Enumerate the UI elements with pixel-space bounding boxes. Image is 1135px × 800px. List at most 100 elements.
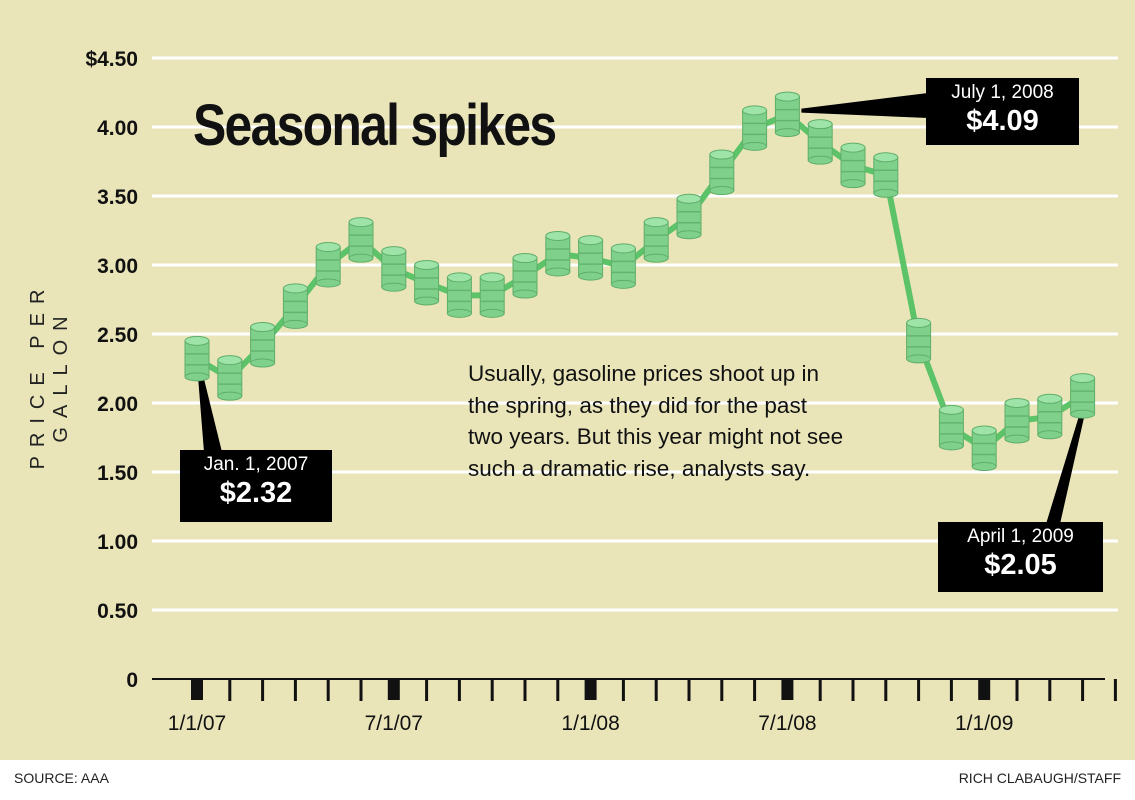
x-minor-tick: [917, 679, 921, 701]
barrel-point: [774, 91, 800, 138]
barrel-bottom: [807, 155, 833, 165]
barrel-point: [938, 404, 964, 451]
barrel-point: [873, 152, 899, 198]
barrel-point: [250, 322, 276, 368]
y-tick-label: 0.50: [97, 600, 138, 623]
x-minor-tick: [753, 679, 757, 701]
x-major-tick: [978, 679, 991, 700]
barrel-point: [315, 242, 341, 288]
x-major-tick: [191, 679, 203, 700]
barrel-bottom: [250, 358, 276, 368]
barrel-bottom: [282, 319, 308, 329]
x-minor-tick: [261, 679, 265, 701]
barrel-point: [742, 105, 768, 151]
barrel-bottom: [676, 230, 702, 240]
barrel-point: [479, 272, 505, 318]
barrel-bottom: [348, 253, 374, 263]
callout-value: $2.32: [219, 477, 293, 509]
barrel-point: [906, 317, 932, 364]
chart-title: Seasonal spikes: [193, 93, 557, 158]
barrel-body: [676, 198, 702, 236]
barrel-top: [282, 283, 308, 294]
barrel-point: [971, 425, 997, 472]
y-axis-label: PRICE PER GALLON: [27, 280, 72, 470]
x-minor-tick: [818, 679, 822, 701]
barrel-point: [446, 272, 472, 318]
barrel-body: [315, 246, 341, 284]
barrel-bottom: [512, 289, 538, 299]
barrel-bottom: [643, 253, 669, 263]
barrel-top: [676, 193, 702, 204]
x-tick-label: 1/1/07: [168, 712, 226, 735]
barrel-body: [1070, 377, 1096, 415]
barrel-point: [184, 335, 210, 382]
barrel-top: [446, 272, 472, 283]
barrel-body: [709, 154, 735, 192]
barrel-body: [774, 96, 800, 134]
x-minor-tick: [228, 679, 232, 701]
x-minor-tick: [326, 679, 330, 701]
callout-date: April 1, 2009: [967, 526, 1074, 547]
barrel-point: [709, 149, 735, 196]
barrel-bottom: [479, 308, 505, 318]
x-minor-tick: [949, 679, 953, 701]
annotation-note: Usually, gasoline prices shoot up in the…: [468, 361, 844, 481]
barrel-bottom: [381, 282, 407, 292]
barrel-top: [578, 235, 604, 246]
barrel-point: [1004, 397, 1030, 444]
barrel-top: [545, 230, 571, 241]
x-minor-tick: [687, 679, 691, 701]
barrel-point: [545, 230, 571, 277]
y-tick-label: 2.50: [97, 324, 138, 347]
x-minor-tick: [851, 679, 855, 701]
barrel-point: [414, 259, 440, 306]
barrel-point: [348, 217, 374, 263]
barrel-bottom: [1070, 409, 1096, 419]
barrel-bottom: [414, 296, 440, 306]
barrel-bottom: [742, 141, 768, 151]
y-tick-label: 3.50: [97, 186, 138, 209]
barrel-point: [807, 119, 833, 165]
barrel-point: [643, 217, 669, 263]
barrel-top: [1037, 393, 1063, 404]
barrel-bottom: [709, 186, 735, 196]
barrel-body: [479, 276, 505, 314]
barrel-body: [807, 123, 833, 161]
barrel-top: [414, 259, 440, 270]
callout-date: Jan. 1, 2007: [203, 454, 309, 475]
x-minor-tick: [359, 679, 363, 701]
barrel-body: [217, 359, 243, 397]
barrel-body: [512, 257, 538, 295]
barrel-top: [348, 217, 374, 228]
callout-pointer: [1046, 404, 1087, 524]
barrel-top: [873, 152, 899, 163]
callout-date: July 1, 2008: [951, 82, 1054, 103]
y-tick-label: $4.50: [85, 48, 138, 71]
x-minor-tick: [556, 679, 560, 701]
x-minor-tick: [457, 679, 461, 701]
barrel-point: [840, 142, 866, 189]
y-tick-label: 1.50: [97, 462, 138, 485]
y-tick-label: 0: [126, 669, 138, 692]
barrel-top: [971, 425, 997, 436]
barrel-top: [184, 335, 210, 346]
callout-apr-2009: April 1, 2009 $2.05: [938, 522, 1103, 592]
barrel-bottom: [971, 462, 997, 472]
barrel-top: [479, 272, 505, 283]
x-minor-tick: [490, 679, 494, 701]
barrel-body: [873, 156, 899, 194]
barrel-bottom: [446, 308, 472, 318]
barrel-body: [282, 287, 308, 325]
x-minor-tick: [1048, 679, 1052, 701]
barrel-top: [250, 322, 276, 333]
price-line: [195, 111, 1085, 452]
barrel-body: [184, 340, 210, 378]
barrel-point: [282, 283, 308, 329]
barrel-bottom: [184, 372, 210, 382]
x-minor-tick: [884, 679, 888, 701]
x-major-tick: [584, 679, 597, 700]
y-tick-label: 4.00: [97, 117, 138, 140]
x-minor-tick: [720, 679, 724, 701]
x-minor-tick: [425, 679, 429, 701]
